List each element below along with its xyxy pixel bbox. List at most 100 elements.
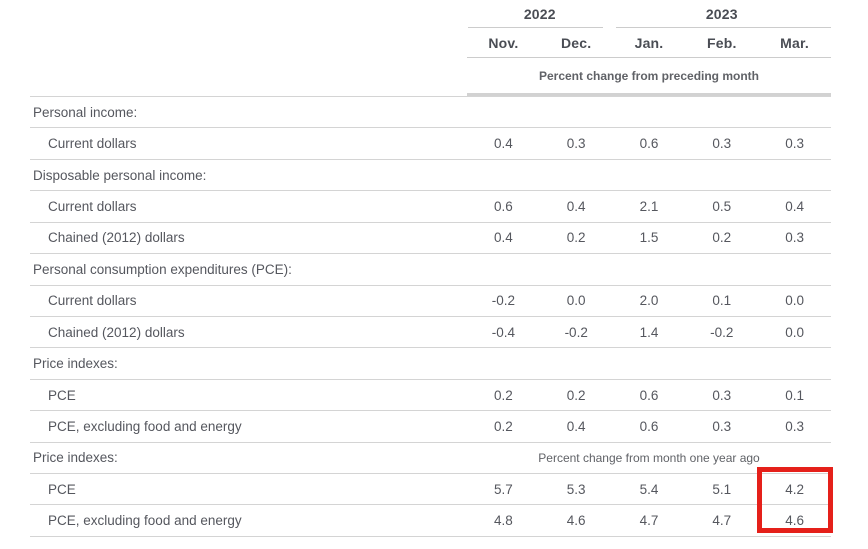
- value-cell: 0.1: [785, 387, 804, 403]
- value-cells: 5.7 5.3 5.4 5.1 4.2: [467, 482, 831, 497]
- value-cell: 0.6: [639, 136, 659, 152]
- table-body: Personal income: Current dollars 0.4 0.3 0.6…: [30, 96, 831, 537]
- value-cell: 0.3: [712, 418, 732, 434]
- month-header-cells: Nov. Dec. Jan. Feb. Mar.: [467, 28, 831, 58]
- value-cell: 4.7: [712, 513, 732, 529]
- header-spacer: [30, 28, 467, 58]
- value-cell: 0.2: [566, 230, 586, 246]
- section-row: Price indexes:: [30, 348, 831, 380]
- value-cell: 0.2: [494, 418, 513, 434]
- value-cell: -0.2: [564, 324, 588, 340]
- value-cell: 0.0: [785, 293, 804, 309]
- row-label: Current dollars: [48, 198, 137, 214]
- value-cell: 1.5: [639, 230, 659, 246]
- column-header-mar: Mar.: [780, 34, 809, 51]
- value-cell: 5.7: [494, 481, 513, 497]
- table-row: Current dollars 0.4 0.3 0.6 0.3 0.3: [30, 128, 831, 160]
- value-cell: 0.2: [494, 387, 513, 403]
- column-header-feb: Feb.: [706, 34, 737, 51]
- value-cell: 0.3: [712, 387, 732, 403]
- value-cell: 0.3: [566, 136, 586, 152]
- value-cell: 0.2: [566, 387, 586, 403]
- row-label: Personal consumption expenditures (PCE):: [33, 261, 292, 277]
- value-cells: 0.4 0.3 0.6 0.3 0.3: [467, 136, 831, 151]
- section-row: Personal income:: [30, 97, 831, 129]
- year-group-2023: 2023: [613, 0, 831, 28]
- unit-note-bottom: Percent change from month one year ago: [538, 450, 760, 465]
- row-label: Price indexes:: [33, 356, 118, 372]
- row-label: Chained (2012) dollars: [48, 324, 185, 340]
- unit-note-row: Percent change from preceding month: [30, 58, 831, 96]
- year-label: 2022: [523, 6, 556, 22]
- value-cells: -0.4 -0.2 1.4 -0.2 0.0: [467, 325, 831, 340]
- table-row: PCE, excluding food and energy 4.8 4.6 4.7 4…: [30, 505, 831, 537]
- value-cell: 0.6: [639, 387, 659, 403]
- value-cell: 0.4: [494, 230, 513, 246]
- section-row: Disposable personal income:: [30, 160, 831, 192]
- value-cell: 2.0: [639, 293, 659, 309]
- value-cell: 4.6: [566, 513, 586, 529]
- table-row: PCE, excluding food and energy 0.2 0.4 0.6 0…: [30, 411, 831, 443]
- column-header-nov: Nov.: [488, 34, 519, 51]
- table-row: Chained (2012) dollars 0.4 0.2 1.5 0.2 0.3: [30, 223, 831, 255]
- value-cell: 0.0: [785, 324, 804, 340]
- row-label: Price indexes:: [33, 450, 118, 466]
- value-cell: 0.4: [785, 198, 804, 214]
- section-row: Price indexes: Percent change from month …: [30, 443, 831, 475]
- value-cell: -0.2: [710, 324, 734, 340]
- value-cell: 4.7: [639, 513, 659, 529]
- value-cell: 0.6: [494, 198, 513, 214]
- value-cells: 4.8 4.6 4.7 4.7 4.6: [467, 513, 831, 528]
- value-cell: 4.6: [785, 513, 804, 529]
- row-label: Personal income:: [33, 104, 138, 120]
- value-cell: 4.8: [494, 513, 513, 529]
- value-cell: 1.4: [639, 324, 659, 340]
- value-cell: 0.3: [785, 230, 804, 246]
- value-cell: 0.4: [494, 136, 513, 152]
- value-cell: 0.3: [712, 136, 732, 152]
- row-label: Current dollars: [48, 293, 137, 309]
- value-cell: 4.2: [785, 481, 804, 497]
- value-cell: 0.4: [566, 198, 586, 214]
- year-group-2022: 2022: [467, 0, 613, 28]
- table-row: Current dollars -0.2 0.0 2.0 0.1 0.0: [30, 286, 831, 317]
- row-label: Current dollars: [48, 136, 137, 152]
- table-row: Chained (2012) dollars -0.4 -0.2 1.4 -0.2 0.0: [30, 317, 831, 349]
- value-cells: 0.2 0.4 0.6 0.3 0.3: [467, 419, 831, 434]
- value-cell: 0.1: [712, 293, 732, 309]
- section-row: Personal consumption expenditures (PCE):: [30, 254, 831, 286]
- header-spacer: [30, 58, 467, 96]
- value-cell: 0.5: [712, 198, 732, 214]
- row-label: PCE, excluding food and energy: [48, 418, 242, 434]
- value-cell: 0.3: [785, 136, 804, 152]
- month-header-row: Nov. Dec. Jan. Feb. Mar.: [30, 28, 831, 58]
- value-cell: -0.2: [491, 293, 516, 309]
- value-cell: 5.3: [566, 481, 586, 497]
- row-label: PCE: [48, 387, 76, 403]
- value-cells: 0.2 0.2 0.6 0.3 0.1: [467, 388, 831, 403]
- value-cells: -0.2 0.0 2.0 0.1 0.0: [467, 293, 831, 308]
- table-row: PCE 0.2 0.2 0.6 0.3 0.1: [30, 380, 831, 412]
- year-underline: [468, 27, 603, 28]
- data-table: 2022 2023 Nov. Dec. Jan. Feb. Mar. Per: [30, 0, 831, 537]
- value-cell: 0.2: [712, 230, 732, 246]
- value-cell: 2.1: [639, 198, 659, 214]
- value-cell: -0.4: [491, 324, 516, 340]
- value-cell: 5.4: [639, 481, 659, 497]
- value-cell: 0.3: [785, 418, 804, 434]
- value-cell: 0.6: [639, 418, 659, 434]
- year-header-row: 2022 2023: [30, 0, 831, 28]
- table-row: PCE 5.7 5.3 5.4 5.1 4.2: [30, 474, 831, 506]
- value-cells: 0.4 0.2 1.5 0.2 0.3: [467, 230, 831, 245]
- row-label: PCE: [48, 481, 76, 497]
- value-cell: 0.0: [566, 293, 586, 309]
- column-header-jan: Jan.: [634, 34, 664, 51]
- year-underline: [615, 27, 831, 28]
- table-row: Current dollars 0.6 0.4 2.1 0.5 0.4: [30, 191, 831, 223]
- column-header-dec: Dec.: [561, 34, 592, 51]
- row-label: Chained (2012) dollars: [48, 230, 185, 246]
- value-cell: 5.1: [712, 481, 732, 497]
- row-label: PCE, excluding food and energy: [48, 513, 242, 529]
- unit-note-top: Percent change from preceding month: [467, 58, 831, 96]
